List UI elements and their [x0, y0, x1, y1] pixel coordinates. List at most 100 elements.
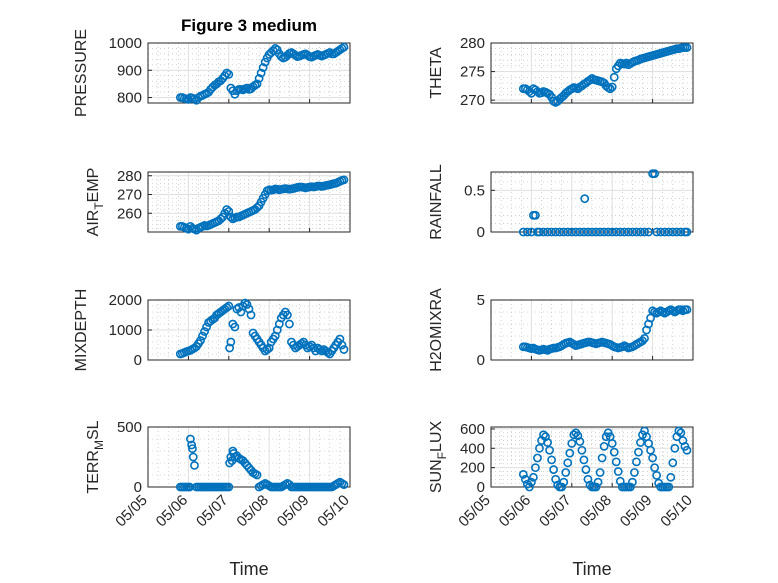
data-point: [339, 480, 349, 489]
data-point: [607, 82, 617, 92]
data-point: [545, 445, 554, 455]
y-axis-label: PRESSURE: [73, 29, 90, 117]
data-point: [636, 227, 645, 237]
data-point: [188, 444, 197, 453]
x-axis-label: Time: [572, 559, 611, 579]
data-point: [652, 470, 662, 480]
y-tick-label: 200: [460, 460, 485, 477]
data-point: [575, 227, 585, 237]
data-point: [262, 345, 272, 354]
data-point: [611, 227, 621, 237]
data-point: [668, 458, 678, 468]
data-point: [224, 301, 234, 311]
y-tick-label: 500: [117, 419, 142, 436]
y-tick-label: 270: [460, 92, 485, 109]
y-axis-label-subscript: T: [92, 202, 106, 210]
axes-frame: [490, 299, 694, 361]
data-point: [640, 333, 649, 343]
data-point: [187, 440, 197, 450]
y-axis-label-rest: LUX: [428, 421, 445, 452]
data-point: [188, 452, 198, 462]
data-point: [337, 340, 347, 350]
data-point: [587, 227, 597, 237]
data-point: [551, 227, 561, 237]
y-tick-label: 0: [477, 352, 485, 369]
data-point: [198, 331, 207, 341]
data-point: [660, 227, 670, 237]
data-point: [242, 300, 252, 309]
data-point: [234, 303, 244, 312]
y-tick-label: 2000: [109, 292, 142, 309]
data-point: [682, 43, 692, 52]
data-point: [623, 227, 633, 237]
data-point: [567, 227, 577, 237]
data-point: [339, 345, 349, 354]
y-axis-label-subscript: F: [435, 452, 449, 459]
data-point: [518, 227, 528, 237]
data-point: [650, 169, 660, 179]
data-point: [630, 468, 639, 477]
y-tick-label: 900: [117, 62, 142, 79]
data-point: [524, 482, 534, 492]
axes-frame: [147, 426, 351, 488]
data-point: [183, 95, 193, 104]
data-point: [305, 342, 314, 351]
data-point: [339, 42, 349, 52]
data-point: [613, 467, 623, 476]
data-point: [533, 87, 542, 96]
data-point: [628, 477, 637, 487]
data-point: [668, 227, 678, 237]
data-point: [585, 75, 595, 85]
data-point: [539, 430, 548, 440]
data-point: [282, 310, 292, 320]
y-tick-label: 600: [460, 421, 485, 438]
data-point: [225, 458, 235, 468]
y-tick-label: 1000: [109, 322, 142, 339]
data-point: [579, 227, 589, 237]
data-point: [547, 227, 556, 237]
data-point: [611, 457, 621, 467]
axes-h2omixra: 0 5 H2OMIXRA: [428, 288, 694, 372]
data-point: [632, 227, 641, 237]
data-point: [644, 227, 653, 237]
data-point: [636, 438, 645, 447]
data-point: [216, 214, 226, 224]
data-point: [595, 468, 605, 477]
y-axis-label-main: SUN: [428, 459, 445, 493]
data-point: [650, 463, 660, 473]
x-tick-label: 05/10: [657, 492, 696, 531]
data-point: [609, 447, 619, 457]
data-point: [527, 227, 536, 237]
y-axis-label: TERRMSL: [85, 420, 106, 493]
y-tick-label: 280: [460, 35, 485, 52]
data-point: [664, 482, 674, 492]
data-point: [202, 322, 211, 332]
data-point: [284, 319, 294, 329]
plot-area: [147, 426, 351, 488]
data-point: [569, 430, 579, 440]
y-tick-label: 270: [117, 187, 142, 204]
y-tick-label: 0.5: [464, 182, 485, 199]
data-point: [230, 322, 240, 332]
x-tick-label: 05/08: [233, 492, 272, 531]
y-axis-label-main: THETA: [428, 47, 445, 99]
data-point: [252, 203, 262, 213]
data-point: [527, 477, 536, 487]
y-axis-label: AIRTEMP: [85, 168, 106, 237]
data-point: [224, 69, 234, 79]
x-tick-label: 05/09: [274, 492, 313, 531]
y-axis-label: RAINFALL: [428, 164, 445, 240]
data-point: [682, 445, 692, 455]
data-point: [575, 437, 585, 446]
data-point: [531, 210, 540, 220]
x-tick-label: 05/05: [112, 492, 151, 531]
data-point: [315, 345, 325, 354]
data-point: [676, 428, 686, 438]
y-tick-label: 0: [134, 479, 142, 496]
y-tick-label: 280: [117, 168, 142, 185]
data-point: [595, 227, 605, 237]
y-tick-label: 0: [477, 224, 485, 241]
data-point: [577, 445, 587, 455]
data-point: [226, 212, 236, 222]
